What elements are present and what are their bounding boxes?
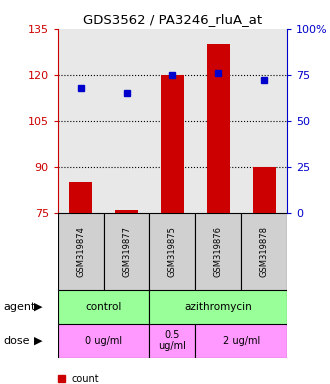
Text: ▶: ▶: [34, 302, 42, 312]
Bar: [253, 167, 276, 213]
Bar: [58, 290, 149, 324]
Bar: [69, 182, 92, 213]
Bar: [161, 75, 184, 213]
Text: azithromycin: azithromycin: [184, 302, 252, 312]
Bar: [149, 324, 195, 358]
Bar: [149, 213, 195, 290]
Bar: [195, 324, 287, 358]
Title: GDS3562 / PA3246_rluA_at: GDS3562 / PA3246_rluA_at: [83, 13, 262, 26]
Bar: [104, 213, 149, 290]
Text: GSM319874: GSM319874: [76, 226, 85, 277]
Text: 0.5
ug/ml: 0.5 ug/ml: [158, 330, 186, 351]
Text: control: control: [85, 302, 122, 312]
Text: 2 ug/ml: 2 ug/ml: [223, 336, 260, 346]
Text: GSM319878: GSM319878: [260, 226, 269, 277]
Text: 0 ug/ml: 0 ug/ml: [85, 336, 122, 346]
Text: GSM319877: GSM319877: [122, 226, 131, 277]
Text: dose: dose: [3, 336, 30, 346]
Bar: [149, 290, 287, 324]
Text: agent: agent: [3, 302, 36, 312]
Text: GSM319875: GSM319875: [168, 226, 177, 277]
Text: GSM319876: GSM319876: [214, 226, 223, 277]
Bar: [58, 324, 149, 358]
Bar: [195, 213, 241, 290]
Bar: [58, 213, 104, 290]
Bar: [115, 210, 138, 213]
Bar: [241, 213, 287, 290]
Text: ▶: ▶: [34, 336, 42, 346]
Bar: [207, 44, 230, 213]
Text: count: count: [72, 374, 99, 384]
